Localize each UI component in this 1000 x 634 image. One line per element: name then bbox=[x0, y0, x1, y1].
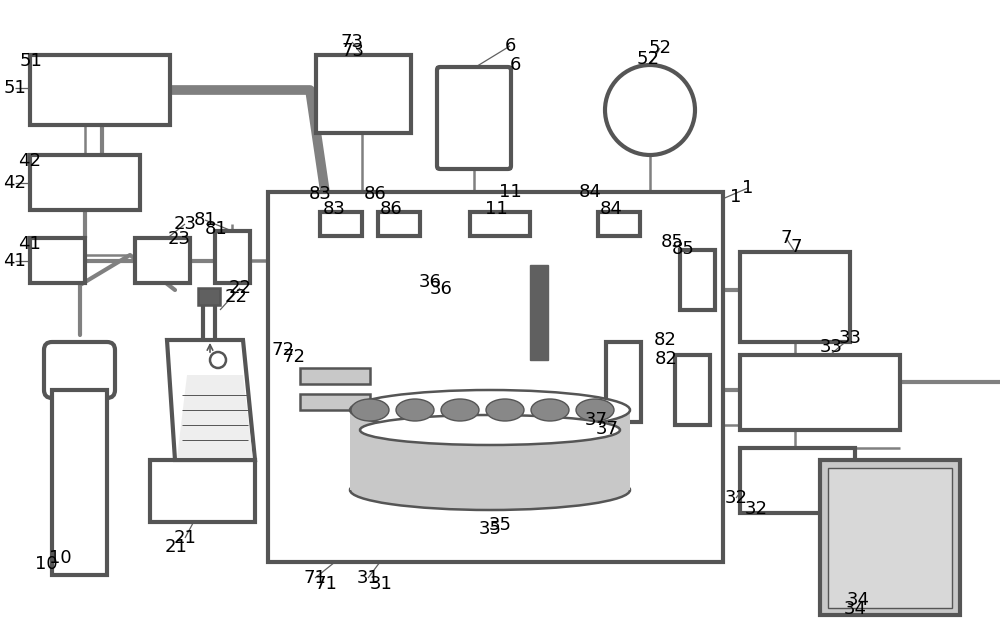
Text: 34: 34 bbox=[844, 600, 866, 618]
Bar bbox=[606, 342, 641, 422]
Text: 1: 1 bbox=[742, 179, 754, 197]
Polygon shape bbox=[177, 375, 253, 458]
Bar bbox=[675, 355, 710, 425]
Text: 82: 82 bbox=[655, 350, 678, 368]
Bar bbox=[300, 394, 370, 410]
Bar bbox=[438, 68, 510, 168]
Bar bbox=[350, 410, 630, 490]
Ellipse shape bbox=[350, 390, 630, 430]
Text: 71: 71 bbox=[314, 575, 337, 593]
Bar bbox=[30, 155, 140, 210]
Text: 71: 71 bbox=[304, 569, 326, 587]
Ellipse shape bbox=[351, 399, 389, 421]
Text: 73: 73 bbox=[340, 33, 364, 51]
Bar bbox=[300, 368, 370, 384]
Ellipse shape bbox=[360, 415, 620, 445]
Bar bbox=[30, 238, 85, 283]
Text: 37: 37 bbox=[596, 420, 619, 438]
Text: 51: 51 bbox=[20, 52, 43, 70]
Bar bbox=[740, 448, 855, 513]
Ellipse shape bbox=[576, 399, 614, 421]
Text: 42: 42 bbox=[18, 152, 41, 170]
Text: 85: 85 bbox=[672, 240, 695, 258]
Bar bbox=[530, 265, 548, 360]
Text: 84: 84 bbox=[579, 183, 601, 201]
Text: 32: 32 bbox=[745, 500, 768, 518]
Polygon shape bbox=[198, 288, 220, 305]
Text: 1: 1 bbox=[730, 188, 741, 206]
Text: 81: 81 bbox=[194, 211, 216, 229]
Text: 6: 6 bbox=[504, 37, 516, 55]
Text: 21: 21 bbox=[174, 529, 196, 547]
Text: 86: 86 bbox=[364, 185, 386, 203]
Text: 33: 33 bbox=[820, 338, 843, 356]
Text: 81: 81 bbox=[205, 220, 228, 238]
Text: 31: 31 bbox=[370, 575, 393, 593]
Text: 83: 83 bbox=[323, 200, 346, 218]
Text: 23: 23 bbox=[168, 230, 191, 248]
FancyBboxPatch shape bbox=[44, 342, 115, 398]
Ellipse shape bbox=[531, 399, 569, 421]
Bar bbox=[320, 212, 362, 236]
Text: 36: 36 bbox=[419, 273, 441, 291]
Text: 34: 34 bbox=[846, 591, 870, 609]
Text: 51: 51 bbox=[4, 79, 26, 97]
Bar bbox=[470, 212, 530, 236]
Text: 73: 73 bbox=[342, 42, 364, 60]
Text: 7: 7 bbox=[780, 229, 792, 247]
Text: 22: 22 bbox=[228, 279, 252, 297]
Text: 10: 10 bbox=[35, 555, 58, 573]
Bar bbox=[268, 192, 723, 562]
Text: 10: 10 bbox=[49, 549, 71, 567]
Text: 31: 31 bbox=[357, 569, 379, 587]
Bar bbox=[316, 55, 411, 133]
Text: 6: 6 bbox=[510, 56, 521, 74]
Circle shape bbox=[605, 65, 695, 155]
Text: 52: 52 bbox=[637, 50, 660, 68]
Text: 35: 35 bbox=[479, 520, 502, 538]
Text: 32: 32 bbox=[724, 489, 748, 507]
Ellipse shape bbox=[486, 399, 524, 421]
Text: 11: 11 bbox=[485, 200, 508, 218]
Polygon shape bbox=[167, 340, 255, 460]
Text: 7: 7 bbox=[790, 238, 802, 256]
Text: 33: 33 bbox=[838, 329, 862, 347]
Text: 42: 42 bbox=[4, 174, 26, 192]
FancyBboxPatch shape bbox=[437, 67, 511, 169]
Bar bbox=[52, 390, 107, 575]
Ellipse shape bbox=[396, 399, 434, 421]
Text: 52: 52 bbox=[648, 39, 672, 57]
Text: 85: 85 bbox=[661, 233, 683, 251]
Text: 23: 23 bbox=[174, 215, 196, 233]
Text: 21: 21 bbox=[165, 538, 188, 556]
Text: 82: 82 bbox=[654, 331, 676, 349]
Text: 84: 84 bbox=[600, 200, 623, 218]
Text: 35: 35 bbox=[488, 516, 512, 534]
Bar bbox=[740, 355, 900, 430]
Bar bbox=[135, 238, 190, 283]
Text: 72: 72 bbox=[283, 348, 306, 366]
Text: 72: 72 bbox=[272, 341, 294, 359]
Text: 83: 83 bbox=[309, 185, 331, 203]
Bar bbox=[828, 468, 952, 608]
Text: 36: 36 bbox=[430, 280, 453, 298]
Text: 41: 41 bbox=[4, 252, 26, 270]
Text: 22: 22 bbox=[225, 288, 248, 306]
Bar bbox=[680, 250, 715, 310]
Bar bbox=[150, 460, 255, 522]
Text: 41: 41 bbox=[18, 235, 41, 253]
Ellipse shape bbox=[350, 470, 630, 510]
Text: 37: 37 bbox=[584, 411, 608, 429]
Bar bbox=[740, 252, 850, 342]
Bar bbox=[30, 55, 170, 125]
Text: 11: 11 bbox=[499, 183, 521, 201]
Bar bbox=[598, 212, 640, 236]
Ellipse shape bbox=[441, 399, 479, 421]
Text: 86: 86 bbox=[380, 200, 403, 218]
Bar bbox=[378, 212, 420, 236]
Bar bbox=[820, 460, 960, 615]
Bar bbox=[215, 231, 250, 283]
